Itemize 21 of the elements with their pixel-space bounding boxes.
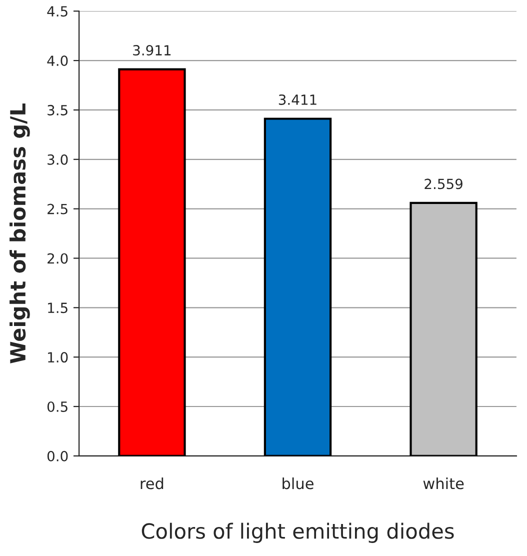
bar	[118, 68, 186, 456]
y-tick-label: 1.0	[48, 352, 68, 363]
y-tick-label: 4.0	[47, 56, 68, 66]
y-tick-label: 3.0	[48, 154, 68, 165]
y-tick-label: 1.5	[48, 302, 68, 314]
y-tick-label: 2.5	[48, 204, 68, 214]
y-axis-title: Weight of biomass g/L	[10, 104, 30, 364]
x-tick-label: white	[423, 477, 464, 490]
y-tick-label: 4.5	[47, 6, 68, 17]
y-tick-label: 0.5	[47, 401, 68, 412]
x-tick-label: red	[140, 477, 164, 490]
data-label: 3.911	[133, 45, 171, 56]
bar	[410, 202, 478, 456]
y-tick-label: 2.0	[48, 253, 68, 264]
data-label: 3.411	[278, 94, 316, 105]
data-label: 2.559	[424, 178, 462, 190]
y-tick-label: 0.0	[47, 450, 68, 462]
y-tick-label: 3.5	[48, 104, 68, 116]
x-axis-title: Colors of light emitting diodes	[142, 522, 454, 543]
x-tick-label: blue	[282, 477, 314, 490]
bar	[264, 118, 332, 456]
